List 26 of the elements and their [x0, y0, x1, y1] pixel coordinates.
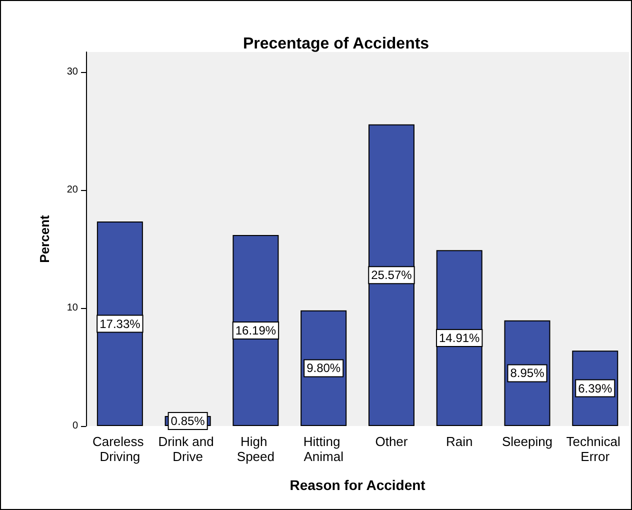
x-axis-title: Reason for Accident [290, 477, 426, 493]
x-tick-label: Careless Driving [92, 434, 148, 464]
x-tick-label: Other [375, 434, 408, 449]
x-tick-label: Hitting Animal [303, 434, 344, 464]
data-label: 14.91% [439, 331, 480, 346]
x-tick-label: Sleeping [502, 434, 553, 449]
data-label: 16.19% [235, 323, 276, 338]
y-axis-title: Percent [37, 214, 52, 263]
bar [436, 250, 482, 426]
data-label: 25.57% [371, 268, 412, 282]
x-tick-label: High Speed [236, 434, 275, 464]
data-label: 9.80% [306, 361, 341, 376]
y-tick-label: 10 [66, 302, 78, 314]
data-label: 8.95% [510, 366, 545, 380]
x-tick-label: Technical Error [566, 434, 624, 464]
x-tick-label: Rain [446, 434, 473, 449]
y-tick-label: 30 [66, 66, 78, 78]
x-tick-label: Drink and Drive [158, 434, 218, 464]
chart-title: Precentage of Accidents [242, 36, 430, 52]
y-tick-label: 0 [72, 420, 78, 432]
bar [96, 222, 143, 426]
data-label: 17.33% [100, 316, 141, 331]
bar [368, 124, 414, 426]
data-label: 6.39% [578, 381, 612, 396]
y-tick-label: 20 [66, 184, 78, 196]
bar [232, 234, 279, 426]
